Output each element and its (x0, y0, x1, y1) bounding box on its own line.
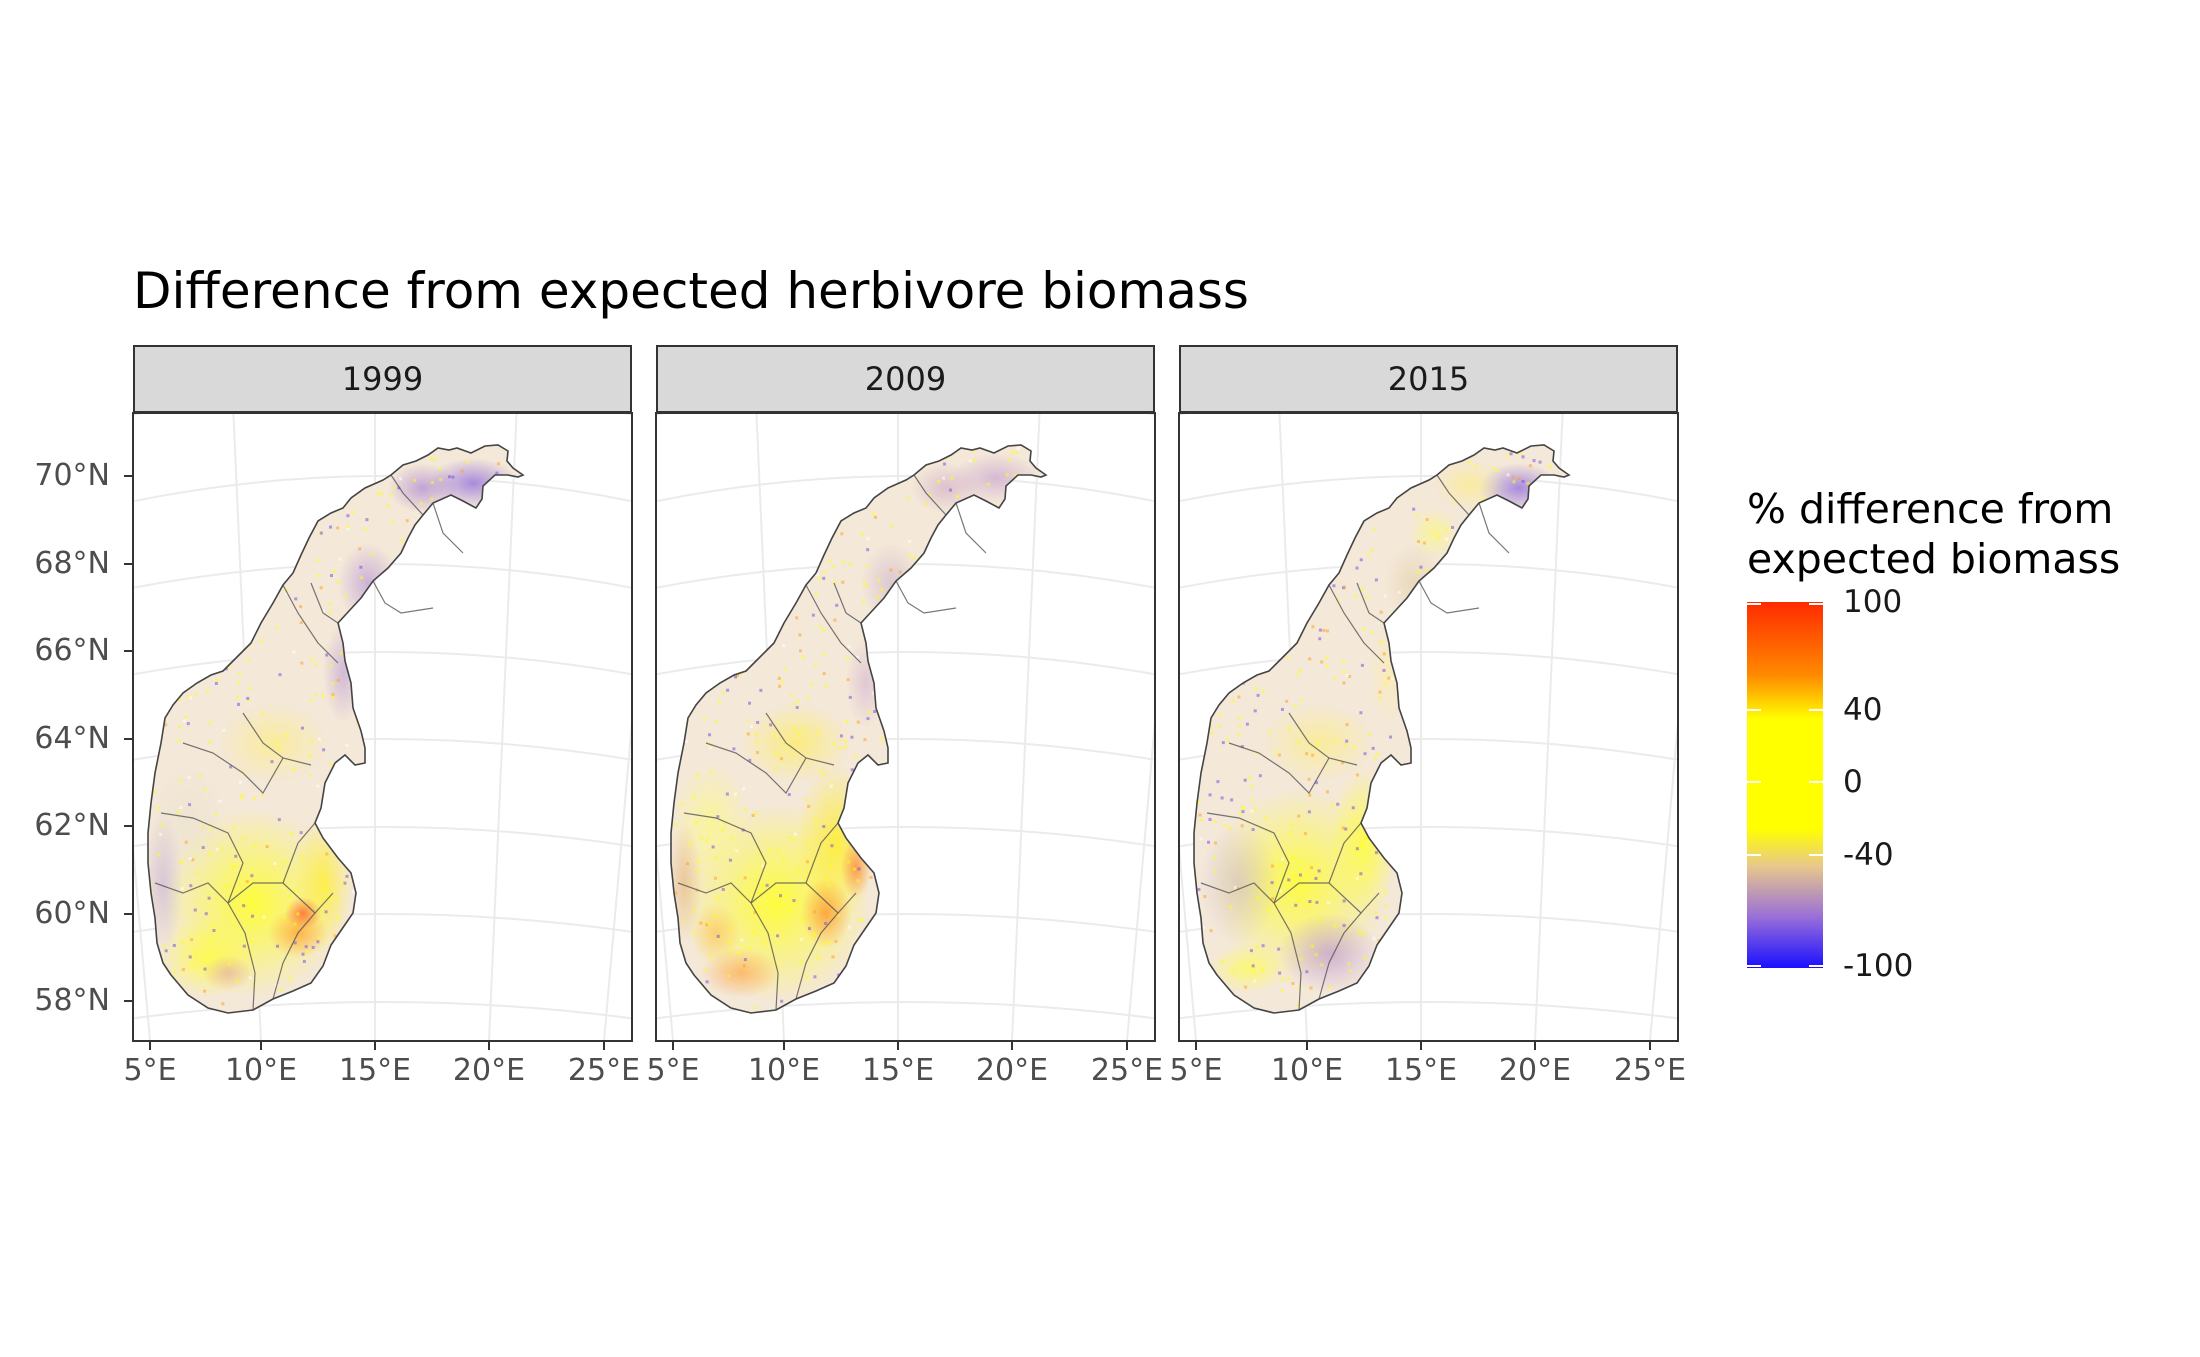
x-tick-label: 5°E (123, 1053, 177, 1088)
x-tick-label: 5°E (646, 1053, 700, 1088)
x-tick-label: 15°E (1384, 1053, 1458, 1088)
x-tick-label: 10°E (1270, 1053, 1344, 1088)
map-panel-1999 (132, 412, 633, 1050)
legend-title-line1: % difference from (1747, 485, 2114, 533)
legend-title: % difference from expected biomass (1747, 484, 2120, 584)
y-tick-label: 70°N (34, 458, 110, 493)
y-tick-label: 64°N (34, 721, 110, 756)
figure-title: Difference from expected herbivore bioma… (133, 262, 1249, 320)
x-tick-label: 15°E (338, 1053, 412, 1088)
y-tick-label: 60°N (34, 896, 110, 931)
x-tick-label: 25°E (1090, 1053, 1164, 1088)
panel-border (655, 412, 1156, 1042)
admin-boundaries (1193, 444, 1571, 1014)
legend-label-40: 40 (1843, 692, 1883, 728)
legend-colorbar (1747, 602, 1823, 968)
facet-strip-2009: 2009 (656, 345, 1155, 413)
x-tick-label: 25°E (1613, 1053, 1687, 1088)
legend-label-100: 100 (1843, 584, 1903, 620)
legend-title-line2: expected biomass (1747, 535, 2121, 583)
y-tick-label: 58°N (34, 983, 110, 1018)
legend-label-0: 0 (1843, 764, 1863, 800)
panel-border (132, 412, 633, 1042)
x-tick-label: 15°E (861, 1053, 935, 1088)
y-tick-label: 68°N (34, 546, 110, 581)
admin-boundaries (670, 444, 1048, 1014)
map-panel-2015 (1178, 412, 1679, 1050)
y-tick-label: 62°N (34, 808, 110, 843)
map-panel-2009 (655, 412, 1156, 1050)
legend-gradient (1747, 602, 1823, 968)
panel-border (1178, 412, 1679, 1042)
admin-boundaries (147, 444, 525, 1014)
x-tick-label: 25°E (567, 1053, 641, 1088)
x-tick-label: 20°E (975, 1053, 1049, 1088)
y-tick-label: 66°N (34, 633, 110, 668)
legend-label-minus40: -40 (1843, 837, 1894, 873)
x-tick-label: 10°E (747, 1053, 821, 1088)
x-tick-label: 20°E (1498, 1053, 1572, 1088)
x-tick-label: 5°E (1169, 1053, 1223, 1088)
x-tick-label: 20°E (452, 1053, 526, 1088)
facet-strip-1999: 1999 (133, 345, 632, 413)
legend-label-minus100: -100 (1843, 948, 1914, 984)
x-tick-label: 10°E (224, 1053, 298, 1088)
